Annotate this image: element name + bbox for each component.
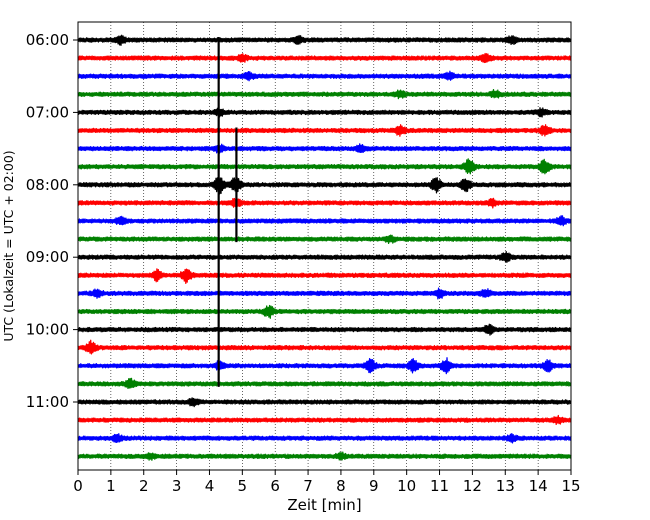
y-tick-label: 10:00 [26, 321, 69, 339]
y-tick-label: 07:00 [26, 103, 69, 121]
y-tick-label: 09:00 [26, 248, 69, 266]
x-tick-label: 11 [430, 477, 449, 495]
trace-1015 [77, 339, 572, 355]
y-axis-label: UTC (Lokalzeit = UTC + 02:00) [1, 150, 16, 341]
spike-lines [217, 37, 238, 387]
x-tick-label: 6 [270, 477, 280, 495]
y-axis: 06:00 07:00 08:00 09:00 10:00 11:00 [26, 31, 78, 411]
y-tick-label: 08:00 [26, 176, 69, 194]
x-axis: 0 1 2 3 4 5 6 7 8 9 10 11 12 13 14 15 [73, 470, 581, 495]
x-axis-label: Zeit [min] [287, 496, 361, 514]
y-tick-label: 11:00 [26, 393, 69, 411]
trace-1030 [77, 357, 572, 375]
trace-0715 [77, 124, 572, 137]
trace-0945 [77, 304, 572, 319]
x-tick-label: 13 [496, 477, 515, 495]
trace-0800 [77, 177, 572, 195]
trace-0900 [77, 250, 572, 263]
x-tick-label: 2 [139, 477, 149, 495]
trace-1100 [77, 397, 572, 408]
trace-1115 [77, 414, 572, 426]
trace-0600 [77, 34, 572, 46]
trace-0845 [77, 234, 572, 245]
x-tick-label: 5 [238, 477, 248, 495]
trace-0700 [77, 107, 572, 118]
x-tick-label: 7 [303, 477, 313, 495]
x-tick-label: 12 [463, 477, 482, 495]
seismogram-traces [77, 34, 572, 461]
y-tick-label: 06:00 [26, 31, 69, 49]
x-tick-label: 15 [561, 477, 580, 495]
x-tick-label: 0 [73, 477, 83, 495]
trace-0930 [77, 287, 572, 300]
trace-1000 [77, 323, 572, 336]
trace-0915 [77, 268, 572, 284]
x-tick-label: 3 [172, 477, 182, 495]
plot-frame [77, 21, 572, 471]
x-tick-label: 14 [529, 477, 548, 495]
x-tick-label: 9 [369, 477, 379, 495]
x-tick-label: 4 [205, 477, 215, 495]
trace-1130 [77, 433, 572, 444]
trace-1045 [77, 377, 572, 390]
x-tick-label: 1 [106, 477, 116, 495]
trace-0830 [77, 215, 572, 227]
x-tick-label: 10 [397, 477, 416, 495]
trace-0645 [77, 88, 572, 100]
x-tick-label: 8 [336, 477, 346, 495]
trace-0730 [77, 143, 572, 154]
trace-1145 [77, 451, 572, 461]
trace-0745 [77, 158, 572, 175]
trace-0615 [77, 52, 572, 64]
trace-0815 [77, 197, 572, 209]
trace-0630 [77, 70, 572, 82]
